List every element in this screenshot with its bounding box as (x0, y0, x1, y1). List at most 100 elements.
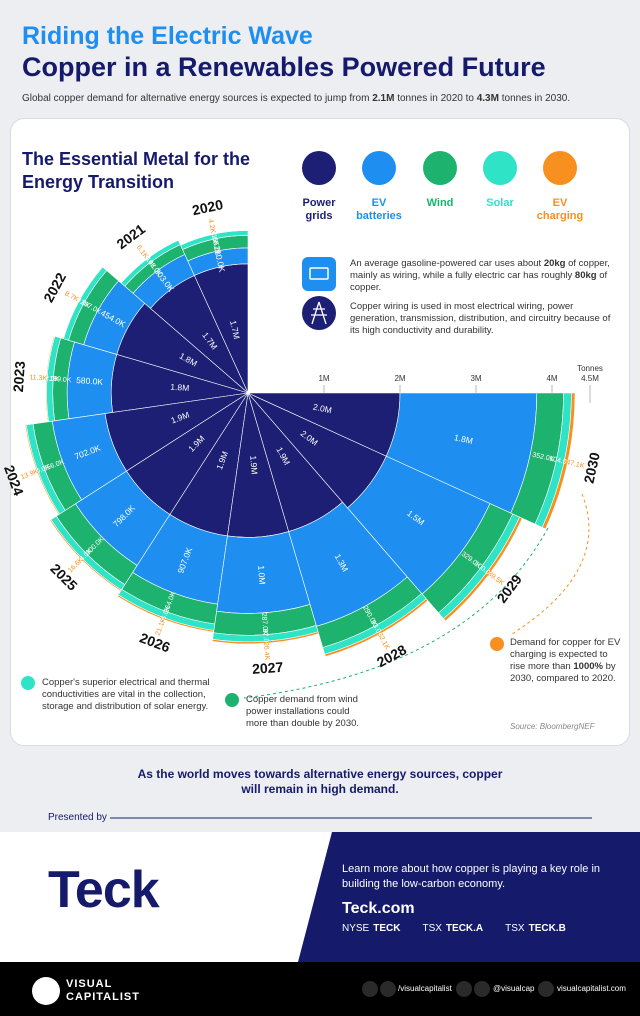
legend-label: Power grids (302, 197, 336, 222)
value-label: 47.1K (566, 459, 586, 470)
value-label: 1.8M (453, 432, 474, 446)
sponsor-block (298, 832, 640, 962)
value-label: 1.8M (170, 382, 190, 393)
value-label: 165.0K (210, 234, 222, 257)
website: visualcapitalist.com (557, 984, 626, 993)
plot: 1M 2M 3M 4M 4.5MTonnes1.7M210.0K165.0K63.0K4… (1, 151, 603, 677)
presented-by: Presented by (48, 812, 107, 823)
value-label: 580.0K (76, 375, 104, 387)
value-label: 4.2K (206, 218, 216, 234)
subtitle: Global copper demand for alternative ene… (22, 93, 570, 104)
listing: TSX TECK.B (505, 923, 566, 934)
legend-label: EV batteries (356, 197, 402, 222)
battery-glyph (309, 267, 329, 280)
sponsor-blurb: Learn more about how copper is playing a… (342, 863, 601, 890)
legend-swatch (543, 151, 577, 185)
tick-label: 2M (394, 374, 405, 383)
value-label: 287.0K (260, 612, 269, 635)
text-run: Demand for copper for EV charging is exp… (510, 637, 621, 672)
brand: VISUAL (66, 978, 113, 990)
legend-swatch (362, 151, 396, 185)
value-label: 26.4K (262, 642, 270, 661)
legend-label: Solar (486, 197, 514, 209)
exchange: NYSE (342, 923, 370, 934)
listings: NYSE TECK TSX TECK.A TSX TECK.B (342, 923, 566, 934)
value-label: 352.0K (532, 452, 555, 464)
text-run: An average gasoline-powered car uses abo… (350, 258, 544, 269)
tick-label: 4M (546, 374, 557, 383)
listing: NYSE TECK (342, 923, 400, 934)
instagram-icon (474, 981, 490, 997)
listing: TSX TECK.A (422, 923, 483, 934)
text-run: tonnes in 2030. (498, 93, 571, 104)
axis-label: Tonnes (577, 364, 603, 373)
text-run: 20kg (543, 258, 566, 269)
legend-swatch (483, 151, 517, 185)
footer-bar (0, 962, 640, 1016)
text-run: 2.1M (372, 93, 395, 104)
legend-swatch (423, 151, 457, 185)
charging-connector (511, 493, 590, 635)
tick-label: 1M (318, 374, 329, 383)
text-run: of copper, mainly as wiring, while a ful… (350, 258, 610, 281)
year-label: 2020 (191, 196, 225, 218)
vc-logo (32, 977, 60, 1005)
closing: As the world moves towards alternative e… (137, 767, 503, 796)
legend-label: EV charging (536, 197, 584, 222)
wind-connector (243, 527, 549, 699)
text-run: tonnes in 2020 to (394, 93, 477, 104)
tick-label: 4.5M (581, 374, 599, 383)
source: Source: BloombergNEF (510, 722, 595, 731)
text-run: by 2030, compared to 2020. (510, 661, 616, 684)
ev-note: An average gasoline-powered car uses abo… (350, 258, 610, 294)
facebook-handle: /visualcapitalist (398, 984, 452, 993)
solar-note: Copper's superior electrical and thermal… (42, 677, 210, 712)
value-label: 87.0K (261, 629, 269, 648)
value-label: 104.0K (549, 455, 572, 467)
sponsor-url: Teck.com (342, 900, 415, 917)
value-label: 1.9M (248, 455, 259, 475)
value-label: 2.0M (312, 402, 333, 416)
legend-label: Wind (426, 197, 454, 209)
year-label: 2026 (138, 630, 173, 656)
wind-icon (225, 693, 239, 707)
chart-title: The Essential Metal for the Energy Trans… (22, 149, 251, 192)
value-label: 1.7M (228, 319, 242, 340)
ev-icon (302, 257, 336, 291)
solar-icon (21, 676, 35, 690)
tick-label: 3M (470, 374, 481, 383)
twitter-handle: @visualcap (493, 984, 535, 993)
title: Copper in a Renewables Powered Future (22, 52, 546, 82)
charging-icon (490, 637, 504, 651)
tower-glyph (311, 301, 327, 325)
facebook-icon (362, 981, 378, 997)
text-run: 4.3M (476, 93, 499, 104)
year-label: 2028 (374, 641, 409, 670)
brand: CAPITALIST (66, 991, 140, 1003)
text-run: Global copper demand for alternative ene… (22, 93, 373, 104)
text-run: of copper. (350, 270, 608, 293)
year-label: 2024 (1, 463, 27, 498)
exchange: TSX (422, 923, 442, 934)
sponsor-logo: Teck (48, 861, 160, 919)
sector (541, 392, 576, 530)
exchange: TSX (505, 923, 525, 934)
text-run: 80kg (574, 270, 597, 281)
value-label: 189.0K (49, 376, 72, 385)
grid-note: Copper wiring is used in most electrical… (350, 301, 611, 336)
year-label: 2027 (252, 659, 284, 677)
ticker: TECK.B (528, 923, 566, 934)
youtube-icon (380, 981, 396, 997)
value-label: 11.3K (29, 374, 48, 382)
value-label: 82.0K (41, 375, 60, 383)
web-icon (538, 981, 554, 997)
year-label: 2023 (10, 360, 28, 392)
legend-swatch (302, 151, 336, 185)
year-label: 2030 (581, 451, 603, 485)
title: Riding the Electric Wave (22, 22, 313, 50)
wind-note: Copper demand from wind power installati… (246, 694, 360, 729)
grid-icon (302, 296, 336, 330)
ticker: TECK.A (445, 923, 484, 934)
